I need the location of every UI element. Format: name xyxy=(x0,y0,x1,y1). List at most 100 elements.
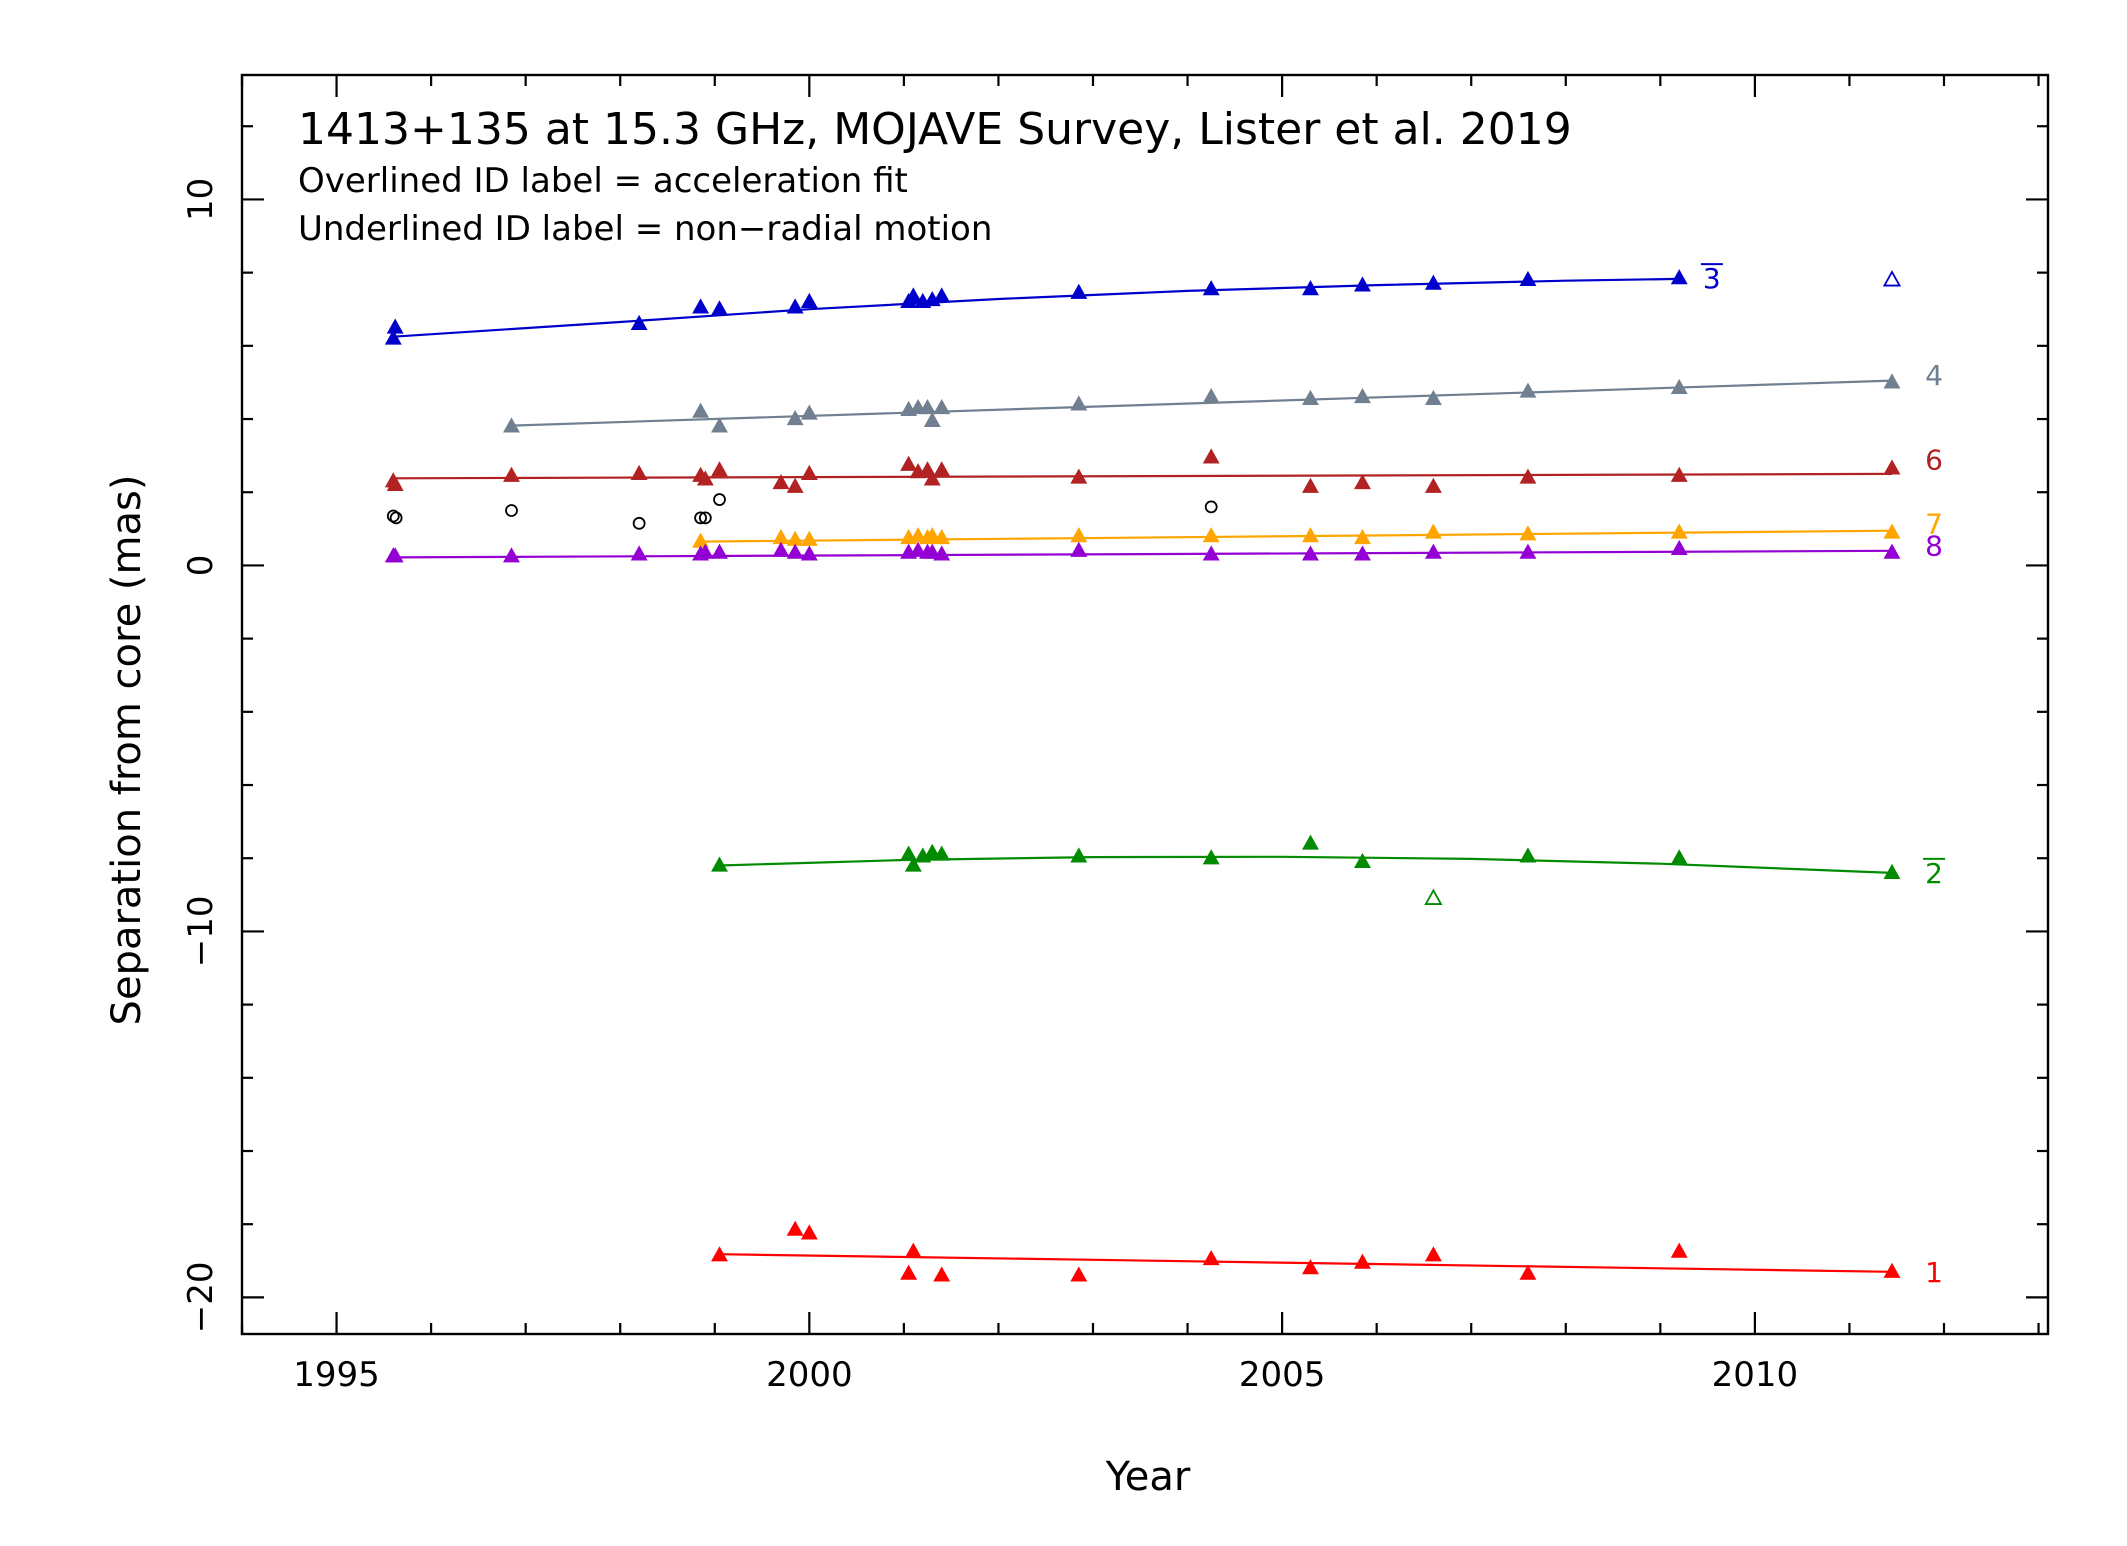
data-point-6 xyxy=(1070,468,1088,484)
data-point-6 xyxy=(923,470,941,486)
data-point-2 xyxy=(923,843,941,859)
data-point-8 xyxy=(909,541,927,557)
data-point-4 xyxy=(711,417,728,433)
data-point-unassigned xyxy=(713,493,726,506)
data-point-1 xyxy=(1670,1242,1688,1258)
data-point-3 xyxy=(933,287,951,303)
data-point-6 xyxy=(800,464,818,481)
data-point-6 xyxy=(1883,459,1901,475)
data-point-4 xyxy=(1354,388,1371,404)
x-axis-title: Year xyxy=(1105,1454,1191,1500)
data-points xyxy=(384,269,1902,1282)
series-label-1: 1 xyxy=(1925,1256,1943,1289)
axes: 1995 2000 2005 2010 −20 −10 0 10 xyxy=(181,73,2050,1395)
data-point-6 xyxy=(786,477,804,493)
data-point-7 xyxy=(1519,525,1537,541)
data-point-unassigned xyxy=(389,511,403,525)
data-point-4 xyxy=(1519,382,1537,398)
data-point-unassigned xyxy=(1204,500,1218,514)
data-point-1 xyxy=(800,1224,818,1240)
data-point-3 xyxy=(384,329,402,345)
data-point-7 xyxy=(1424,523,1442,539)
y-tick-label: −20 xyxy=(181,1262,221,1334)
data-point-1 xyxy=(1883,1262,1901,1278)
data-point-1 xyxy=(1354,1253,1371,1269)
data-point-8 xyxy=(1519,543,1537,559)
data-point-2 xyxy=(711,856,728,872)
y-tick-label: −10 xyxy=(181,896,221,968)
data-point-3 xyxy=(711,300,728,316)
data-point-3 xyxy=(1202,280,1220,296)
data-point-8 xyxy=(1424,543,1442,559)
data-point-8 xyxy=(630,545,648,561)
data-point-8 xyxy=(1070,541,1088,557)
data-point-7 xyxy=(923,527,941,543)
data-point-1 xyxy=(1302,1259,1319,1275)
x-tick-label: 2000 xyxy=(766,1355,853,1395)
data-point-4 xyxy=(503,417,520,433)
fit-line-7 xyxy=(700,529,1893,543)
data-point-8 xyxy=(933,545,951,561)
chart-title: 1413+135 at 15.3 GHz, MOJAVE Survey, Lis… xyxy=(298,104,1572,155)
data-point-7 xyxy=(1302,527,1319,543)
data-point-2 xyxy=(1070,847,1088,863)
data-point-2 xyxy=(900,845,918,861)
data-point-7 xyxy=(933,528,951,545)
series-labels: 3 4 6 78 2 1 xyxy=(1700,262,1946,1289)
data-point-6 xyxy=(1424,477,1442,493)
series-label-2: 2 xyxy=(1925,857,1943,890)
data-point-1 xyxy=(786,1220,804,1236)
data-point-6 xyxy=(933,461,951,477)
data-point-3 xyxy=(1302,280,1319,296)
fit-line-6 xyxy=(393,472,1893,480)
series-label-4: 4 xyxy=(1925,359,1943,392)
fit-line-2 xyxy=(719,855,1893,874)
data-point-8 xyxy=(1202,545,1220,561)
data-point-4 xyxy=(1302,389,1319,405)
data-point-8 xyxy=(711,543,728,559)
fit-line-8 xyxy=(393,549,1893,559)
data-point-6 xyxy=(900,455,918,471)
data-point-unassigned xyxy=(694,511,707,525)
data-point-1 xyxy=(1519,1264,1537,1280)
data-point-3 xyxy=(1670,269,1688,285)
data-point-8 xyxy=(1670,539,1688,556)
data-point-6 xyxy=(772,474,790,490)
data-point-2 xyxy=(1302,834,1319,850)
data-point-6 xyxy=(630,464,648,481)
data-point-2 xyxy=(1354,852,1371,868)
data-point-8 xyxy=(772,541,790,557)
data-point-3 xyxy=(630,314,648,330)
data-point-1 xyxy=(904,1242,922,1258)
data-point-6 xyxy=(1519,468,1537,484)
data-point-4 xyxy=(1670,378,1688,395)
data-point-7 xyxy=(1354,528,1371,545)
series-label-3: 3 xyxy=(1703,262,1721,295)
data-point-1 xyxy=(1202,1249,1220,1266)
data-point-8 xyxy=(386,547,404,563)
data-point-2 xyxy=(933,845,951,861)
chart-subtitle-1: Overlined ID label = acceleration fit xyxy=(298,161,908,201)
data-point-1 xyxy=(1070,1266,1088,1282)
data-point-1 xyxy=(711,1246,728,1262)
y-tick-label: 0 xyxy=(181,555,221,577)
series-label-6: 6 xyxy=(1925,443,1943,476)
data-point-8 xyxy=(1302,545,1319,561)
data-point-8 xyxy=(923,543,941,559)
data-point-6 xyxy=(1202,448,1220,464)
data-point-6 xyxy=(386,475,404,492)
data-point-4 xyxy=(692,402,710,418)
data-point-unassigned xyxy=(505,504,518,517)
data-point-2 xyxy=(1519,847,1537,863)
data-point-7 xyxy=(1202,527,1220,543)
data-point-4 xyxy=(919,399,936,415)
data-point-7 xyxy=(1883,523,1901,539)
data-point-2 xyxy=(1883,863,1901,879)
data-point-3 xyxy=(386,318,404,334)
data-point-1 xyxy=(1424,1246,1442,1262)
data-point-3 xyxy=(786,298,804,314)
data-point-4 xyxy=(786,410,804,426)
chart-subtitle-2: Underlined ID label = non−radial motion xyxy=(298,209,992,249)
data-point-7 xyxy=(909,527,927,543)
data-point-7 xyxy=(1070,527,1088,543)
